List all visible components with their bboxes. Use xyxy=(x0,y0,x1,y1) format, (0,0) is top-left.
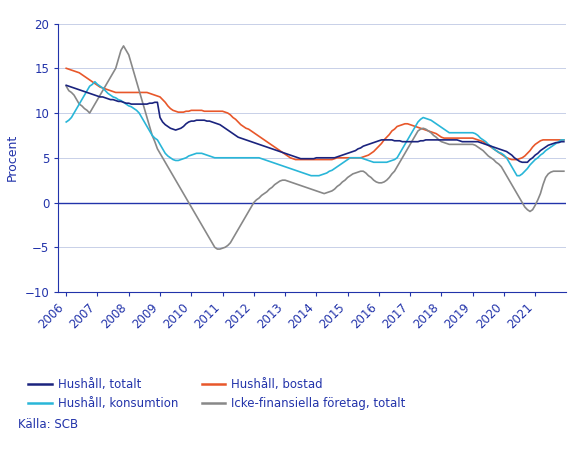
Legend: Hushåll, totalt, Hushåll, konsumtion, Hushåll, bostad, Icke-finansiella företag,: Hushåll, totalt, Hushåll, konsumtion, Hu… xyxy=(24,373,411,414)
Text: Källa: SCB: Källa: SCB xyxy=(18,418,78,431)
Y-axis label: Procent: Procent xyxy=(6,134,19,181)
